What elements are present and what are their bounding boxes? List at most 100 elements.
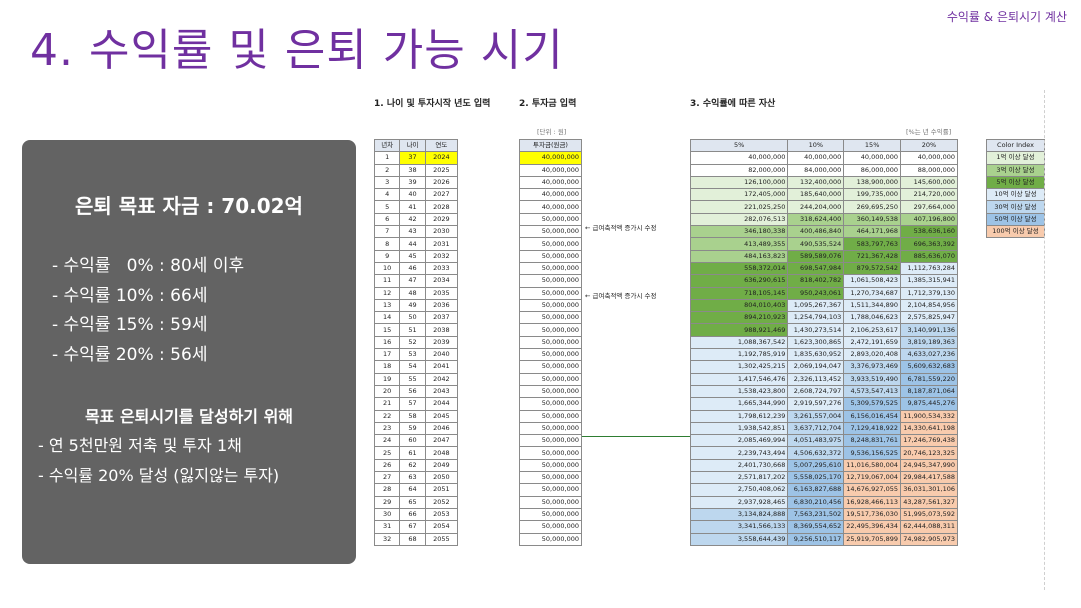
asset-cell: 40,000,000	[689, 151, 789, 165]
asset-cell: 51,995,073,592	[900, 507, 958, 522]
year-cell: 2038	[424, 323, 459, 337]
table-row: 2,937,928,465 6,830,210,456 16,928,466,113…	[689, 495, 958, 509]
asset-cell: 86,000,000	[843, 163, 901, 177]
year-no-cell: 28	[373, 483, 401, 497]
age-cell: 40	[399, 188, 426, 202]
asset-cell: 145,600,000	[900, 175, 958, 190]
principal-cell: 50,000,000	[519, 348, 582, 362]
table-row: 9 45 2032	[373, 249, 459, 263]
age-cell: 52	[399, 335, 426, 350]
year-no-cell: 24	[373, 434, 401, 448]
asset-cell: 407,196,800	[900, 212, 958, 227]
asset-cell: 1,088,367,542	[689, 335, 789, 350]
table-row: 82,000,000 84,000,000 86,000,000 88,000,000	[689, 163, 958, 177]
age-cell: 37	[399, 151, 426, 165]
asset-cell: 3,134,824,888	[689, 507, 789, 522]
asset-cell: 12,719,067,004	[843, 471, 901, 485]
asset-cell: 3,558,644,439	[689, 532, 789, 546]
year-cell: 2049	[424, 458, 459, 473]
asset-cell: 636,290,615	[689, 274, 789, 288]
year-cell: 2031	[424, 237, 459, 251]
table-row: 804,010,403 1,095,267,367 1,511,344,890 2,1…	[689, 298, 958, 313]
color-index-row: 5억 이상 달성	[986, 175, 1045, 190]
age-cell: 45	[399, 249, 426, 263]
table-row: 3,558,644,439 9,256,510,117 25,919,705,899…	[689, 532, 958, 546]
color-index-row: 1억 이상 달성	[986, 151, 1045, 165]
table-row: 4 40 2027	[373, 188, 459, 202]
asset-cell: 29,984,417,588	[900, 471, 958, 485]
table-row: 40,000,000	[519, 200, 582, 214]
age-cell: 42	[399, 212, 426, 227]
asset-cell: 3,819,189,363	[900, 335, 958, 350]
asset-cell: 24,945,347,990	[900, 458, 958, 473]
year-cell: 2028	[424, 200, 459, 214]
table-row: 1,088,367,542 1,623,300,865 2,472,191,659 3…	[689, 335, 958, 350]
year-cell: 2034	[424, 274, 459, 288]
year-no-cell: 16	[373, 335, 401, 350]
principal-cell: 50,000,000	[519, 335, 582, 350]
asset-cell: 1,798,612,239	[689, 409, 789, 423]
table-row: 5 41 2028	[373, 200, 459, 214]
asset-cell: 1,095,267,367	[787, 298, 845, 313]
asset-cell: 2,919,597,276	[787, 397, 845, 411]
asset-cell: 1,665,344,990	[689, 397, 789, 411]
table-row: 988,921,469 1,430,273,514 2,106,253,617 3,1…	[689, 323, 958, 337]
principal-cell: 50,000,000	[519, 520, 582, 534]
year-no-cell: 3	[373, 175, 401, 190]
principal-cell: 50,000,000	[519, 507, 582, 522]
asset-cell: 360,149,538	[843, 212, 901, 227]
principal-cell: 50,000,000	[519, 249, 582, 263]
table-row: 24 60 2047	[373, 434, 459, 448]
asset-cell: 132,400,000	[787, 175, 845, 190]
principal-cell: 50,000,000	[519, 458, 582, 473]
asset-cell: 885,636,070	[900, 249, 958, 263]
year-cell: 2055	[424, 532, 459, 546]
age-cell: 49	[399, 298, 426, 313]
asset-cell: 172,405,000	[689, 188, 789, 202]
table-row: 19 55 2042	[373, 372, 459, 386]
asset-cell: 2,239,743,494	[689, 446, 789, 460]
age-cell: 60	[399, 434, 426, 448]
table-row: 50,000,000	[519, 397, 582, 411]
year-no-cell: 22	[373, 409, 401, 423]
asset-cell: 1,254,794,103	[787, 311, 845, 325]
table-row: 18 54 2041	[373, 360, 459, 374]
table-row: 126,100,000 132,400,000 138,900,000 145,600…	[689, 175, 958, 190]
page-title: 4. 수익률 및 은퇴 가능 시기	[30, 25, 564, 76]
age-table: 년차 나이 연도 1 37 2024 2 38 2025 3 39 2026 4 40 2027 5 41…	[373, 138, 459, 546]
year-no-cell: 13	[373, 298, 401, 313]
asset-cell: 1,192,785,919	[689, 348, 789, 362]
rate-item: - 수익률 20% : 56세	[52, 344, 208, 365]
table-row: 50,000,000	[519, 298, 582, 313]
table-row: 31 67 2054	[373, 520, 459, 534]
age-cell: 61	[399, 446, 426, 460]
age-cell: 68	[399, 532, 426, 546]
year-cell: 2036	[424, 298, 459, 313]
table-row: 21 57 2044	[373, 397, 459, 411]
asset-cell: 7,563,231,502	[787, 507, 845, 522]
asset-cell: 3,376,973,469	[843, 360, 901, 374]
asset-cell: 2,937,928,465	[689, 495, 789, 509]
principal-cell: 50,000,000	[519, 323, 582, 337]
year-cell: 2032	[424, 249, 459, 263]
asset-cell: 3,261,557,004	[787, 409, 845, 423]
strategy-list: - 연 5천만원 저축 및 투자 1채 - 수익률 20% 달성 (잃지않는 투…	[38, 431, 279, 491]
year-cell: 2047	[424, 434, 459, 448]
year-no-cell: 9	[373, 249, 401, 263]
age-cell: 47	[399, 274, 426, 288]
year-cell: 2051	[424, 483, 459, 497]
year-cell: 2027	[424, 188, 459, 202]
asset-cell: 538,636,160	[900, 225, 958, 239]
table-row: 30 66 2053	[373, 507, 459, 522]
annotation-note: ← 급여축적액 증가시 수정	[585, 292, 657, 300]
asset-cell: 43,287,561,327	[900, 495, 958, 509]
principal-cell: 50,000,000	[519, 372, 582, 386]
asset-cell: 74,982,905,973	[900, 532, 958, 546]
color-index-row: 3억 이상 달성	[986, 163, 1045, 177]
rate-item: - 수익률 10% : 66세	[52, 285, 208, 306]
color-index-table: Color Index 1억 이상 달성 3억 이상 달성 5억 이상 달성 10억 …	[986, 138, 1045, 239]
table-row: 50,000,000	[519, 360, 582, 374]
asset-cell: 282,076,513	[689, 212, 789, 227]
table-row: 50,000,000	[519, 434, 582, 448]
asset-cell: 36,031,301,106	[900, 483, 958, 497]
